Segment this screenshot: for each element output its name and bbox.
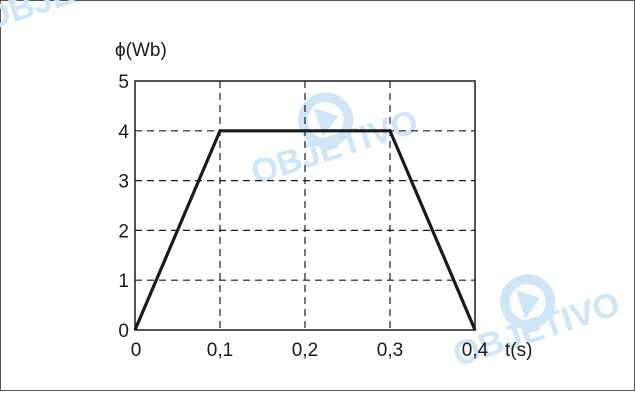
watermark-mark — [313, 107, 339, 137]
y-tick-labels: 0 1 2 3 4 5 — [118, 72, 129, 342]
x-tick-label: 0,1 — [207, 340, 233, 361]
y-tick-label: 2 — [118, 221, 129, 242]
series-group — [133, 129, 477, 331]
series-line — [133, 129, 477, 331]
x-origin-label: 0 — [131, 340, 142, 361]
y-axis-label: ϕ(Wb) — [115, 40, 167, 61]
y-tick-label: 1 — [118, 271, 129, 292]
watermark-mark — [515, 289, 541, 319]
y-tick-label: 3 — [118, 172, 129, 193]
x-tick-label: 0,2 — [292, 340, 318, 361]
x-axis-label: t(s) — [505, 340, 532, 361]
watermark-text: OBJETIVO — [0, 0, 155, 38]
watermark-ring — [298, 92, 354, 148]
x-tick-labels: 0,1 0,2 0,3 0,4 — [207, 340, 489, 361]
x-tick-label: 0,4 — [462, 340, 489, 361]
grid — [135, 81, 475, 330]
y-tick-label: 4 — [118, 122, 129, 143]
watermark-logo: OBJETIVO — [0, 0, 155, 38]
y-tick-label: 5 — [118, 72, 129, 93]
watermark-ring — [500, 274, 556, 330]
plot-frame — [134, 80, 476, 331]
watermark-group: OBJETIVOOBJETIVOOBJETIVO — [0, 0, 625, 374]
x-tick-label: 0,3 — [377, 340, 403, 361]
y-tick-label: 0 — [118, 321, 129, 342]
